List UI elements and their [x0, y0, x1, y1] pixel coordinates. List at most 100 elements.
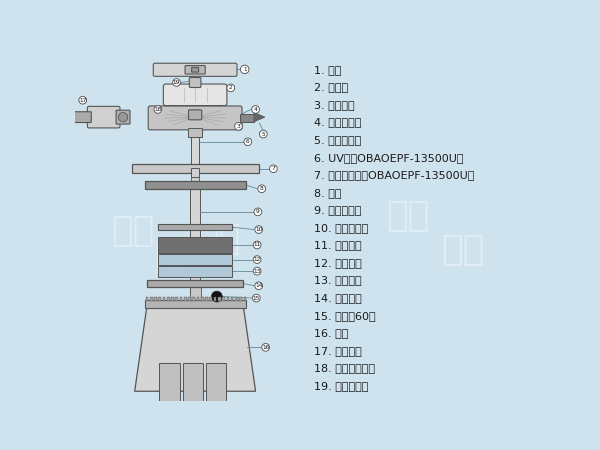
- Text: 16. 桶体: 16. 桶体: [314, 328, 348, 338]
- Bar: [239, 297, 242, 301]
- FancyBboxPatch shape: [71, 112, 91, 122]
- Bar: [158, 297, 161, 301]
- Bar: [167, 297, 170, 301]
- Text: 9. 中间导水管: 9. 中间导水管: [314, 205, 361, 215]
- Circle shape: [241, 65, 249, 74]
- Bar: [190, 287, 200, 304]
- Bar: [145, 181, 245, 189]
- Text: 12. 蓝过滤棉: 12. 蓝过滤棉: [314, 258, 361, 268]
- Text: 4: 4: [254, 107, 257, 112]
- Bar: [191, 173, 199, 185]
- Bar: [188, 297, 191, 301]
- Text: 8. 钢箍: 8. 钢箍: [314, 188, 341, 198]
- Bar: [209, 297, 212, 301]
- Text: 16: 16: [262, 345, 269, 350]
- Text: 欧远: 欧远: [154, 241, 197, 275]
- Text: 1. 扳手: 1. 扳手: [314, 65, 341, 75]
- Circle shape: [255, 282, 263, 290]
- Bar: [146, 297, 148, 301]
- Circle shape: [269, 165, 277, 173]
- Circle shape: [253, 256, 261, 263]
- Circle shape: [255, 226, 263, 234]
- FancyBboxPatch shape: [191, 68, 199, 72]
- Bar: [205, 297, 208, 301]
- Text: 18. 放气口密封圈: 18. 放气口密封圈: [314, 363, 375, 373]
- Text: 11. 黑过滤棉: 11. 黑过滤棉: [314, 240, 361, 250]
- Bar: [158, 224, 232, 230]
- Text: 19. 放气口螺母: 19. 放气口螺母: [314, 381, 368, 391]
- FancyBboxPatch shape: [163, 84, 227, 106]
- Text: 10. 桶体密封圈: 10. 桶体密封圈: [314, 223, 368, 233]
- Text: 11: 11: [254, 243, 261, 248]
- Bar: [218, 297, 221, 301]
- Text: 7: 7: [272, 166, 275, 171]
- Bar: [160, 363, 179, 405]
- Bar: [179, 297, 182, 301]
- Bar: [191, 168, 199, 177]
- Bar: [235, 297, 238, 301]
- Bar: [175, 297, 178, 301]
- FancyBboxPatch shape: [190, 77, 201, 87]
- Text: 5. 进出水组件: 5. 进出水组件: [314, 135, 361, 145]
- Bar: [158, 266, 232, 277]
- Circle shape: [253, 267, 261, 275]
- FancyBboxPatch shape: [88, 106, 120, 128]
- Text: 6. UV灯（OBAOEPF-13500U）: 6. UV灯（OBAOEPF-13500U）: [314, 153, 463, 162]
- Text: 14. 底盘组件: 14. 底盘组件: [314, 293, 361, 303]
- Bar: [240, 114, 254, 122]
- Bar: [206, 363, 226, 405]
- Circle shape: [154, 106, 162, 113]
- Bar: [197, 297, 199, 301]
- Text: 6: 6: [246, 140, 250, 144]
- Text: 5: 5: [262, 131, 265, 137]
- Bar: [214, 297, 217, 301]
- Circle shape: [258, 185, 266, 193]
- Bar: [222, 297, 225, 301]
- Text: 8: 8: [260, 186, 263, 191]
- Bar: [190, 189, 200, 292]
- Circle shape: [227, 84, 235, 92]
- Bar: [163, 297, 165, 301]
- Text: 9: 9: [256, 209, 260, 214]
- Bar: [193, 297, 195, 301]
- Bar: [191, 135, 199, 168]
- Bar: [201, 297, 203, 301]
- Text: 7. 玻璃罩组件（OBAOEPF-13500U）: 7. 玻璃罩组件（OBAOEPF-13500U）: [314, 170, 474, 180]
- Circle shape: [235, 122, 242, 130]
- Bar: [131, 164, 259, 173]
- Circle shape: [79, 96, 86, 104]
- Text: 2: 2: [229, 86, 233, 90]
- Circle shape: [173, 79, 181, 86]
- Bar: [231, 297, 233, 301]
- Circle shape: [259, 130, 267, 138]
- Bar: [184, 297, 187, 301]
- Circle shape: [254, 208, 262, 216]
- Bar: [188, 128, 202, 137]
- Bar: [150, 297, 152, 301]
- Text: 欧远: 欧远: [386, 199, 430, 233]
- Text: 环境: 环境: [441, 234, 484, 267]
- Bar: [147, 279, 243, 287]
- Circle shape: [211, 291, 222, 302]
- Text: 15. 生化球60个: 15. 生化球60个: [314, 310, 376, 320]
- Bar: [227, 297, 229, 301]
- Text: 15: 15: [253, 296, 260, 301]
- Circle shape: [252, 106, 259, 113]
- FancyBboxPatch shape: [188, 110, 202, 120]
- Polygon shape: [134, 305, 256, 391]
- FancyBboxPatch shape: [153, 63, 237, 76]
- Text: 19: 19: [173, 80, 180, 85]
- Text: 12: 12: [253, 257, 261, 262]
- Bar: [145, 301, 245, 308]
- Circle shape: [253, 241, 261, 249]
- Bar: [154, 297, 157, 301]
- Text: 环境: 环境: [197, 222, 240, 256]
- Text: 上海: 上海: [112, 214, 155, 248]
- FancyBboxPatch shape: [148, 106, 242, 130]
- FancyBboxPatch shape: [116, 110, 130, 124]
- Polygon shape: [254, 112, 265, 122]
- Text: 17: 17: [79, 98, 86, 103]
- Circle shape: [118, 112, 128, 122]
- Text: 18: 18: [154, 107, 161, 112]
- Text: 4. 水口密封垫: 4. 水口密封垫: [314, 117, 361, 127]
